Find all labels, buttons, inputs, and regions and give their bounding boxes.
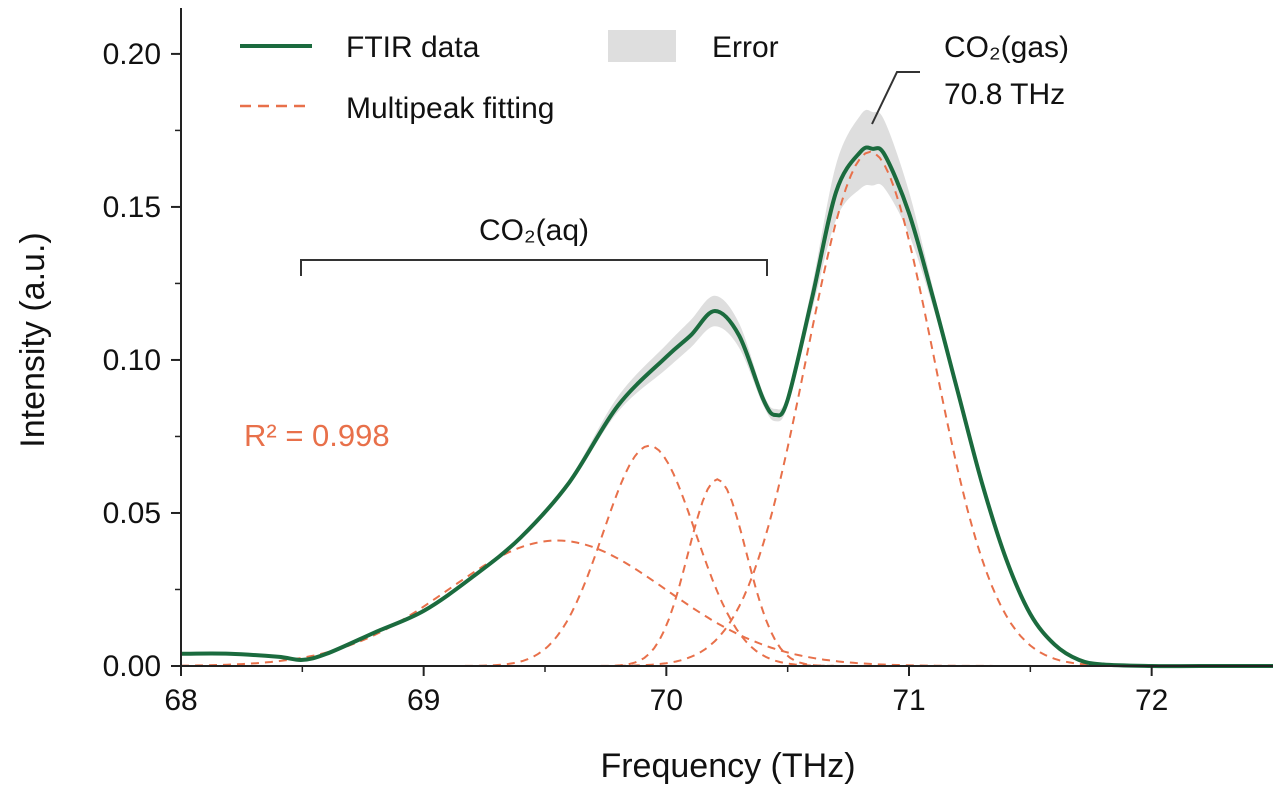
co2-aq-annotation: CO₂(aq) [300, 214, 768, 276]
r-squared-label: R² = 0.998 [244, 418, 390, 453]
co2-gas-annotation: CO₂(gas) 70.8 THz [871, 31, 1069, 125]
co2-gas-leader-line [871, 71, 920, 125]
error-band [326, 109, 1031, 654]
fit-peak-1 [180, 539, 994, 667]
fit-peak-4 [617, 150, 1123, 667]
co2-gas-frequency: 70.8 THz [944, 78, 1065, 111]
y-tick-label: 0.15 [103, 191, 161, 224]
x-tick-label: 71 [892, 684, 925, 717]
y-axis-label: Intensity (a.u.) [14, 232, 52, 447]
x-tick-label: 70 [650, 684, 683, 717]
fit-peak-3 [600, 478, 834, 667]
plot-area [180, 109, 1273, 669]
legend-swatch-error [608, 30, 676, 62]
co2-aq-label: CO₂(aq) [479, 214, 589, 247]
co2-gas-label: CO₂(gas) [944, 31, 1069, 64]
ftir-data-line [180, 145, 1273, 669]
axes: 68 69 70 71 72 0.00 0.05 0.10 0.15 0.20 [103, 8, 1273, 717]
x-axis-label: Frequency (THz) [600, 747, 855, 785]
x-tick-label: 69 [407, 684, 440, 717]
legend-label-multipeak-fitting: Multipeak fitting [346, 92, 554, 125]
y-tick-label: 0.00 [103, 650, 161, 683]
fit-peak-2 [464, 444, 834, 667]
legend: FTIR data Error Multipeak fitting [240, 30, 779, 125]
x-tick-label: 72 [1135, 684, 1168, 717]
x-tick-label: 68 [164, 684, 197, 717]
y-tick-label: 0.10 [103, 344, 161, 377]
co2-aq-bracket [300, 259, 768, 276]
legend-label-error: Error [712, 31, 779, 64]
y-tick-label: 0.20 [103, 38, 161, 71]
y-tick-label: 0.05 [103, 497, 161, 530]
legend-label-ftir-data: FTIR data [346, 31, 480, 64]
